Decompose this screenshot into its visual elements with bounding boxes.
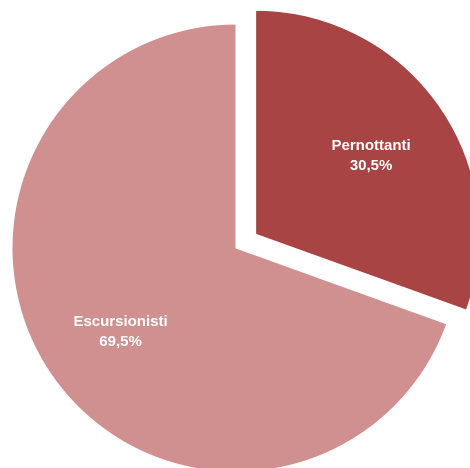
slice-label-pernottanti: Pernottanti <box>332 137 411 154</box>
slice-value-escursionisti: 69,5% <box>99 333 142 350</box>
pie-slice-escursionisti <box>11 23 448 468</box>
slice-label-escursionisti: Escursionisti <box>73 313 167 330</box>
pie-slice-pernottanti <box>255 9 470 311</box>
slice-value-pernottanti: 30,5% <box>350 157 393 174</box>
